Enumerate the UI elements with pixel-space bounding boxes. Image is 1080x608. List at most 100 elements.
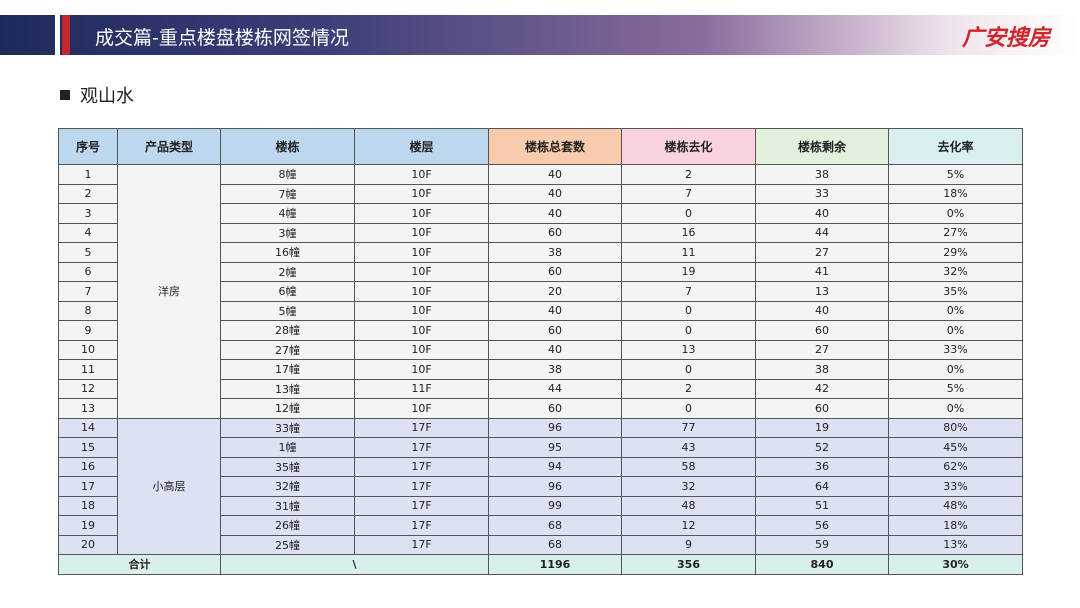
cell: 17F [354,437,489,458]
cell: 40 [488,339,622,360]
cell: 58 [621,456,756,477]
cell: 52 [755,437,889,458]
cell: 17F [354,417,489,438]
cell: 13幢 [220,378,355,399]
cell: 9 [58,320,118,341]
cell: 60 [755,398,889,419]
cell: 5幢 [220,300,355,321]
cell: 8幢 [220,164,355,185]
bullet [60,90,70,100]
cell: 17F [354,534,489,555]
total-row: 合计 \ 1196 356 840 30% [58,554,1023,575]
cell: 20 [488,281,622,302]
cell: 33幢 [220,417,355,438]
cell: 10F [354,320,489,341]
column-header: 楼栋剩余 [755,128,889,165]
cell: 10F [354,222,489,243]
cell: 5% [888,164,1023,185]
cell: 5 [58,242,118,263]
cell: 44 [488,378,622,399]
cell: 16幢 [220,242,355,263]
cell: 9 [621,534,756,555]
column-header: 序号 [58,128,118,165]
cell: 60 [488,222,622,243]
cell: 11 [58,359,118,380]
cell: 11F [354,378,489,399]
cell: 2 [621,378,756,399]
cell: 16 [621,222,756,243]
cell: 6 [58,261,118,282]
cell: 31幢 [220,495,355,516]
table-row: 6 2幢 10F 60 19 41 32% [58,261,1023,282]
cell: 2 [58,183,118,204]
table-row: 5 16幢 10F 38 11 27 29% [58,242,1023,263]
cell: 5% [888,378,1023,399]
table-row: 15 1幢 17F 95 43 52 45% [58,437,1023,458]
cell: 0% [888,320,1023,341]
cell: 32 [621,476,756,497]
cell: 10F [354,203,489,224]
stripe [55,15,60,55]
cell: 38 [755,164,889,185]
cell: 35幢 [220,456,355,477]
cell: 8 [58,300,118,321]
cell: 26幢 [220,515,355,536]
table-row: 8 5幢 10F 40 0 40 0% [58,300,1023,321]
cell: 41 [755,261,889,282]
cell: 1幢 [220,437,355,458]
cell: 7 [621,183,756,204]
cell: 60 [488,398,622,419]
cell: 0 [621,359,756,380]
cell: 68 [488,534,622,555]
table-row: 17 32幢 17F 96 32 64 33% [58,476,1023,497]
cell: 10F [354,164,489,185]
cell: 60 [755,320,889,341]
cell: 10F [354,281,489,302]
cell: 0 [621,398,756,419]
cell: 10F [354,398,489,419]
column-header: 楼栋总套数 [488,128,622,165]
cell: 48% [888,495,1023,516]
cell: 25幢 [220,534,355,555]
cell: 4 [58,222,118,243]
cell: 0 [621,300,756,321]
cell: 96 [488,417,622,438]
table-row: 1 洋房 8幢 10F 40 2 38 5% [58,164,1023,419]
total-cell: \ [220,554,489,575]
cell: 64 [755,476,889,497]
cell: 13 [58,398,118,419]
cell: 10 [58,339,118,360]
cell: 94 [488,456,622,477]
cell: 60 [488,261,622,282]
header-title: 成交篇-重点楼盘楼栋网签情况 [95,27,349,49]
logo: 广安搜房 [961,26,1050,51]
cell: 99 [488,495,622,516]
cell: 0% [888,359,1023,380]
cell: 11 [621,242,756,263]
cell: 10F [354,183,489,204]
header-bar: 成交篇-重点楼盘楼栋网签情况 [0,15,1080,55]
cell: 33 [755,183,889,204]
column-header: 去化率 [888,128,1023,165]
cell: 60 [488,320,622,341]
cell: 80% [888,417,1023,438]
cell: 0 [621,203,756,224]
data-table: 序号 产品类型 楼栋 楼层 楼栋总套数 楼栋去化 楼栋剩余 去化率 1 洋房 8幢 10F 40 2 38… [58,128,1023,575]
type-cell: 小高层 [117,417,221,555]
cell: 18% [888,183,1023,204]
cell: 27 [755,242,889,263]
cell: 12 [58,378,118,399]
cell: 10F [354,300,489,321]
cell: 18% [888,515,1023,536]
table-row: 18 31幢 17F 99 48 51 48% [58,495,1023,516]
cell: 56 [755,515,889,536]
cell: 33% [888,339,1023,360]
cell: 10F [354,261,489,282]
cell: 40 [488,300,622,321]
cell: 51 [755,495,889,516]
cell: 17幢 [220,359,355,380]
cell: 17F [354,495,489,516]
cell: 7幢 [220,183,355,204]
cell: 4幢 [220,203,355,224]
cell: 96 [488,476,622,497]
